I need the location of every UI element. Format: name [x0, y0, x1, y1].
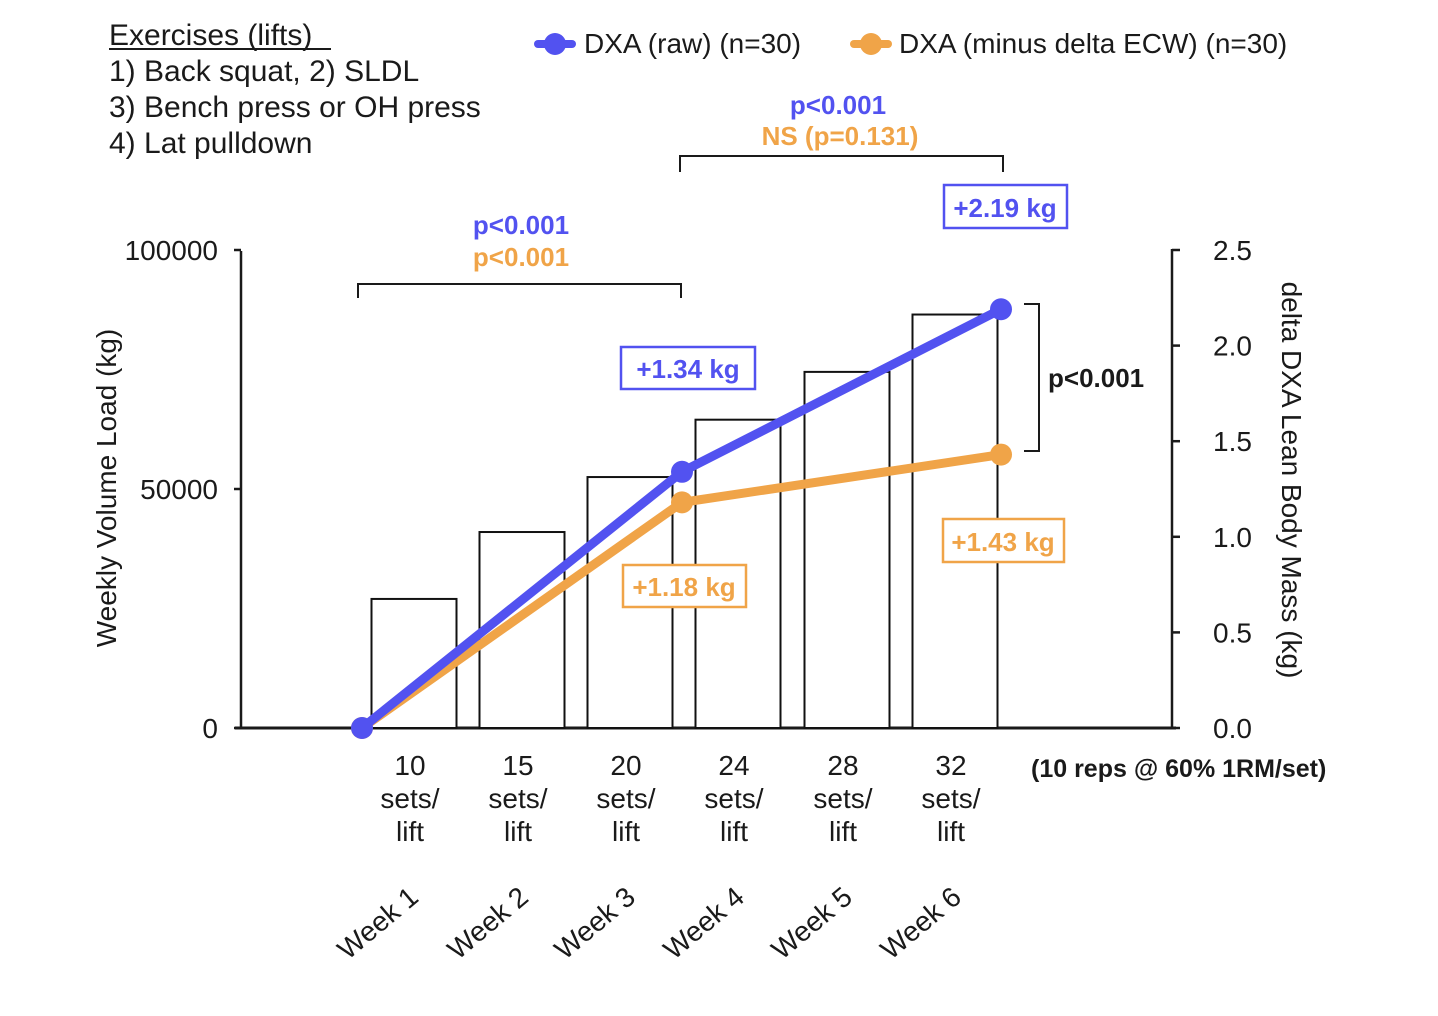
bar-label-line: sets/ — [596, 783, 655, 814]
series-point-raw — [351, 717, 373, 739]
legend-ecw-label: DXA (minus delta ECW) (n=30) — [899, 28, 1287, 59]
y-right-tick-label: 2.0 — [1213, 331, 1252, 362]
series-point-raw — [990, 298, 1012, 321]
y-right-ticks: 0.0 0.5 1.0 1.5 2.0 2.5 — [1172, 235, 1252, 744]
bar-label-line: lift — [396, 816, 424, 847]
bracket2-raw-p: p<0.001 — [790, 90, 886, 120]
exercise-line-3: 4) Lat pulldown — [109, 127, 312, 160]
y-right-tick-label: 0.5 — [1213, 617, 1252, 648]
series-point-ecw — [990, 443, 1012, 466]
bar-label-line: 24 — [718, 750, 749, 781]
bar-label-line: lift — [612, 816, 640, 847]
y-left-ticks: 0 50000 100000 — [125, 235, 241, 744]
bar-label-line: sets/ — [813, 783, 872, 814]
bar-label-line: 32 — [935, 750, 966, 781]
bar-label-line: sets/ — [921, 783, 980, 814]
bar-label-line: lift — [720, 816, 748, 847]
y-right-tick-label: 0.0 — [1213, 713, 1252, 744]
week-label: Week 6 — [875, 881, 967, 965]
label-raw-w6-text: +2.19 kg — [953, 193, 1056, 223]
bar-label-line: 28 — [827, 750, 858, 781]
week-label: Week 4 — [658, 881, 750, 965]
bar-label-line: sets/ — [704, 783, 763, 814]
bar-week-5 — [803, 370, 891, 729]
label-ecw-w6: +1.43 kg — [941, 517, 1066, 564]
y-axis-label: Weekly Volume Load (kg) — [91, 329, 122, 648]
bar-label-line: 20 — [610, 750, 641, 781]
axes: 0 50000 100000 0.0 0.5 1.0 1.5 2.0 2.5 — [125, 235, 1252, 744]
series-lines — [351, 298, 1012, 739]
bar-week-2 — [478, 531, 566, 730]
bar-label-line: sets/ — [380, 783, 439, 814]
y-left-tick-label: 0 — [202, 713, 218, 744]
bracket1-raw-p: p<0.001 — [473, 210, 569, 240]
label-raw-w3: +1.34 kg — [619, 345, 757, 391]
bar-label-line: lift — [504, 816, 532, 847]
bracket-week6-diff — [1024, 303, 1040, 452]
label-raw-w3-text: +1.34 kg — [636, 354, 739, 384]
bar-label-line: 15 — [502, 750, 533, 781]
week-label: Week 1 — [332, 881, 424, 965]
week-labels: Week 1 Week 2 Week 3 Week 4 Week 5 Week 6 — [332, 881, 967, 965]
week-label: Week 3 — [549, 881, 641, 965]
bar-note: (10 reps @ 60% 1RM/set) — [1031, 755, 1326, 783]
label-ecw-w3-text: +1.18 kg — [632, 572, 735, 602]
legend: DXA (raw) (n=30) DXA (minus delta ECW) (… — [534, 28, 1287, 59]
y-right-tick-label: 2.5 — [1213, 235, 1252, 266]
bar-label-line: lift — [937, 816, 965, 847]
series-point-raw — [671, 460, 693, 483]
week-label: Week 5 — [766, 881, 858, 965]
label-ecw-w6-text: +1.43 kg — [951, 527, 1054, 557]
y-right-tick-label: 1.5 — [1213, 426, 1252, 457]
y-left-tick-label: 50000 — [140, 474, 218, 505]
bar-labels: 10sets/lift15sets/lift20sets/lift24sets/… — [380, 750, 980, 847]
bracket2-ecw-p: NS (p=0.131) — [762, 121, 919, 151]
bracket-week3-6 — [679, 155, 1004, 172]
bar-label-line: lift — [829, 816, 857, 847]
label-raw-w6: +2.19 kg — [942, 183, 1069, 230]
exercises-heading: Exercises (lifts) — [109, 19, 312, 52]
legend-ecw-marker — [860, 33, 882, 55]
brackets — [357, 155, 1040, 452]
bracket-week1-3 — [357, 283, 682, 298]
series-point-ecw — [671, 491, 693, 514]
week6-diff-p: p<0.001 — [1048, 363, 1144, 393]
week-label: Week 2 — [442, 881, 534, 965]
y-right-tick-label: 1.0 — [1213, 522, 1252, 553]
bar-label-line: 10 — [394, 750, 425, 781]
y-left-tick-label: 100000 — [125, 235, 218, 266]
legend-raw-marker — [544, 33, 566, 55]
bar-label-line: sets/ — [488, 783, 547, 814]
exercise-line-1: 1) Back squat, 2) SLDL — [109, 55, 419, 88]
legend-raw-label: DXA (raw) (n=30) — [584, 28, 801, 59]
y2-axis-label: delta DXA Lean Body Mass (kg) — [1276, 282, 1307, 679]
label-ecw-w3: +1.18 kg — [621, 563, 748, 609]
exercise-line-2: 3) Bench press or OH press — [109, 91, 481, 124]
bracket1-ecw-p: p<0.001 — [473, 242, 569, 272]
